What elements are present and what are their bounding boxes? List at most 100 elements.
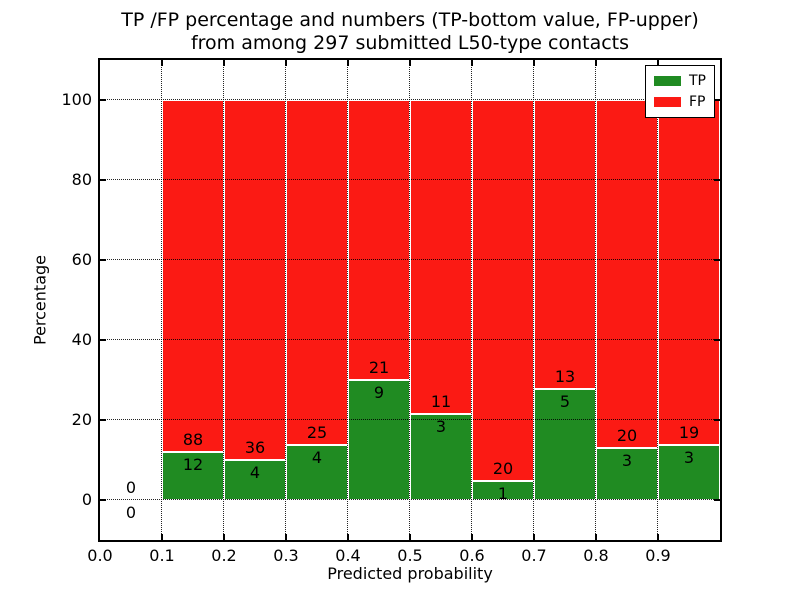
legend-item-fp: FP bbox=[654, 94, 707, 110]
chart-title-line-2: from among 297 submitted L50-type contac… bbox=[190, 32, 630, 54]
y-tick-mark-right bbox=[714, 179, 720, 181]
x-tick-mark-bottom bbox=[409, 534, 411, 540]
y-tick-label: 100 bbox=[61, 90, 92, 109]
gridline-horizontal bbox=[100, 99, 720, 100]
bar-fp-segment bbox=[534, 100, 596, 389]
bar-tp-count-label: 4 bbox=[249, 463, 261, 482]
bar-tp-segment bbox=[410, 414, 472, 500]
x-axis-label: Predicted probability bbox=[327, 564, 493, 583]
bar-tp-count-label: 3 bbox=[435, 417, 447, 437]
x-tick-label: 0.7 bbox=[521, 546, 547, 565]
y-tick-mark-left bbox=[100, 339, 106, 341]
bar-tp-count-label: 3 bbox=[621, 450, 633, 470]
x-tick-label: 0.2 bbox=[211, 546, 237, 565]
bar-tp-count-label: 9 bbox=[373, 383, 385, 402]
x-tick-mark-bottom bbox=[657, 534, 659, 540]
bar-fp-segment bbox=[410, 100, 472, 415]
x-tick-label: 0.4 bbox=[335, 546, 361, 565]
y-tick-label: 40 bbox=[71, 330, 92, 349]
bar-tp-count-label: 0 bbox=[125, 503, 137, 522]
x-tick-mark-top bbox=[533, 60, 535, 66]
x-tick-mark-bottom bbox=[347, 534, 349, 540]
y-tick-mark-left bbox=[100, 259, 106, 261]
bar-fp-segment bbox=[658, 100, 720, 446]
x-tick-label: 0.9 bbox=[645, 546, 671, 565]
gridline-horizontal bbox=[100, 179, 720, 180]
x-tick-mark-top bbox=[223, 60, 225, 66]
x-tick-mark-bottom bbox=[595, 534, 597, 540]
x-tick-mark-top bbox=[595, 60, 597, 66]
bar-fp-segment bbox=[596, 100, 658, 448]
x-tick-label: 0.3 bbox=[273, 546, 299, 565]
y-tick-mark-left bbox=[100, 499, 106, 501]
gridline-vertical bbox=[657, 60, 658, 540]
bar-tp-count-label: 5 bbox=[559, 391, 571, 411]
gridline-vertical bbox=[223, 60, 224, 540]
y-tick-label: 0 bbox=[81, 490, 92, 509]
x-tick-mark-bottom bbox=[285, 534, 287, 540]
legend-label-tp: TP bbox=[689, 73, 706, 89]
bar-fp-count-label: 20 bbox=[616, 425, 638, 445]
gridline-horizontal bbox=[100, 419, 720, 420]
y-tick-mark-right bbox=[714, 259, 720, 261]
chart-title-line-1: TP /FP percentage and numbers (TP-bottom… bbox=[121, 9, 699, 31]
gridline-horizontal bbox=[100, 259, 720, 260]
bar-fp-count-label: 88 bbox=[182, 430, 204, 449]
bar-tp-count-label: 4 bbox=[311, 447, 323, 467]
bar-tp-segment bbox=[596, 447, 658, 500]
x-tick-mark-top bbox=[347, 60, 349, 66]
bar-fp-count-label: 11 bbox=[430, 392, 452, 412]
y-tick-mark-right bbox=[714, 99, 720, 101]
gridline-vertical bbox=[161, 60, 162, 540]
chart-title: TP /FP percentage and numbers (TP-bottom… bbox=[99, 9, 721, 55]
legend-label-fp: FP bbox=[689, 94, 706, 110]
bar-fp-segment bbox=[472, 100, 534, 481]
bar-fp-count-label: 20 bbox=[492, 458, 514, 478]
gridline-vertical bbox=[285, 60, 286, 540]
gridline-vertical bbox=[533, 60, 534, 540]
gridline-horizontal bbox=[100, 339, 720, 340]
x-tick-label: 0.1 bbox=[149, 546, 175, 565]
bar-tp-count-label: 1 bbox=[497, 483, 509, 503]
bar-fp-segment bbox=[348, 100, 410, 380]
x-tick-mark-top bbox=[657, 60, 659, 66]
bar-fp-count-label: 25 bbox=[306, 422, 328, 442]
bar-fp-count-label: 0 bbox=[125, 478, 137, 497]
x-tick-mark-top bbox=[161, 60, 163, 66]
bar-fp-count-label: 13 bbox=[554, 366, 576, 386]
x-tick-label: 0.5 bbox=[397, 546, 423, 565]
bar-tp-segment bbox=[286, 444, 348, 500]
bar-fp-count-label: 21 bbox=[368, 358, 390, 377]
legend-item-tp: TP bbox=[654, 73, 707, 89]
gridline-vertical bbox=[409, 60, 410, 540]
x-tick-mark-top bbox=[409, 60, 411, 66]
x-tick-label: 0.0 bbox=[87, 546, 113, 565]
bar-tp-segment bbox=[348, 380, 410, 500]
tp-color-swatch bbox=[654, 76, 681, 86]
y-tick-label: 80 bbox=[71, 170, 92, 189]
bar-tp-segment bbox=[534, 388, 596, 500]
y-tick-mark-right bbox=[714, 419, 720, 421]
x-tick-mark-bottom bbox=[471, 534, 473, 540]
gridline-vertical bbox=[347, 60, 348, 540]
fp-color-swatch bbox=[654, 97, 681, 107]
bar-tp-count-label: 12 bbox=[182, 455, 204, 474]
y-tick-mark-right bbox=[714, 499, 720, 501]
y-tick-label: 60 bbox=[71, 250, 92, 269]
gridline-vertical bbox=[595, 60, 596, 540]
x-tick-label: 0.6 bbox=[459, 546, 485, 565]
gridline-horizontal bbox=[100, 499, 720, 500]
legend: TP FP bbox=[645, 65, 715, 118]
bar-fp-count-label: 36 bbox=[244, 438, 266, 457]
bar-tp-count-label: 3 bbox=[683, 448, 695, 468]
gridline-vertical bbox=[471, 60, 472, 540]
y-tick-mark-left bbox=[100, 419, 106, 421]
bar-fp-segment bbox=[224, 100, 286, 460]
x-tick-label: 0.8 bbox=[583, 546, 609, 565]
x-tick-mark-top bbox=[285, 60, 287, 66]
x-tick-mark-bottom bbox=[161, 534, 163, 540]
bar-tp-segment bbox=[658, 445, 720, 500]
x-tick-mark-bottom bbox=[533, 534, 535, 540]
x-tick-mark-bottom bbox=[223, 534, 225, 540]
